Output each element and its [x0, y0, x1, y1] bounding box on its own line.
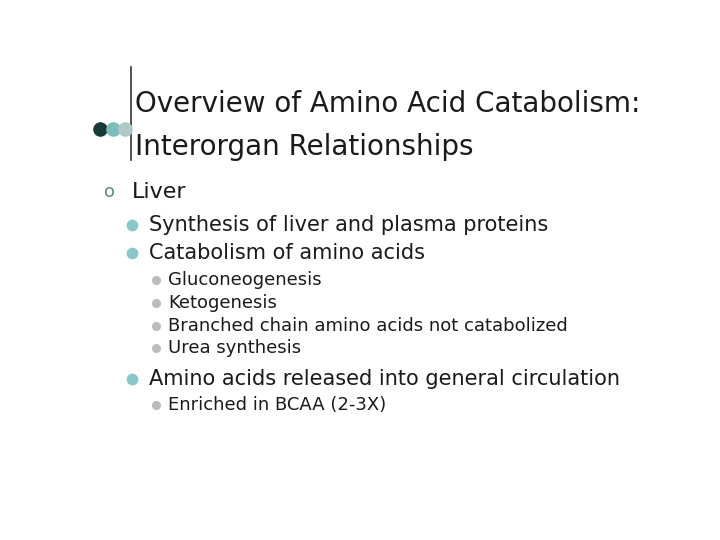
Point: [126, 220, 138, 229]
Text: Urea synthesis: Urea synthesis: [168, 339, 301, 357]
Text: Synthesis of liver and plasma proteins: Synthesis of liver and plasma proteins: [148, 215, 548, 235]
Point: [94, 125, 106, 133]
Point: [126, 249, 138, 258]
Point: [150, 321, 161, 330]
Point: [150, 400, 161, 409]
Text: Ketogenesis: Ketogenesis: [168, 294, 277, 312]
Point: [150, 344, 161, 353]
Text: o: o: [104, 183, 115, 201]
Point: [150, 298, 161, 307]
Text: Enriched in BCAA (2-3X): Enriched in BCAA (2-3X): [168, 395, 387, 414]
Text: Amino acids released into general circulation: Amino acids released into general circul…: [148, 369, 620, 389]
Text: Branched chain amino acids not catabolized: Branched chain amino acids not cataboliz…: [168, 316, 568, 334]
Text: Interorgan Relationships: Interorgan Relationships: [135, 133, 473, 161]
Text: Liver: Liver: [132, 181, 186, 201]
Text: Catabolism of amino acids: Catabolism of amino acids: [148, 243, 425, 263]
Point: [126, 374, 138, 383]
Point: [108, 125, 120, 133]
Point: [120, 125, 131, 133]
Point: [150, 275, 161, 284]
Text: Overview of Amino Acid Catabolism:: Overview of Amino Acid Catabolism:: [135, 90, 640, 118]
Text: Gluconeogenesis: Gluconeogenesis: [168, 271, 322, 289]
